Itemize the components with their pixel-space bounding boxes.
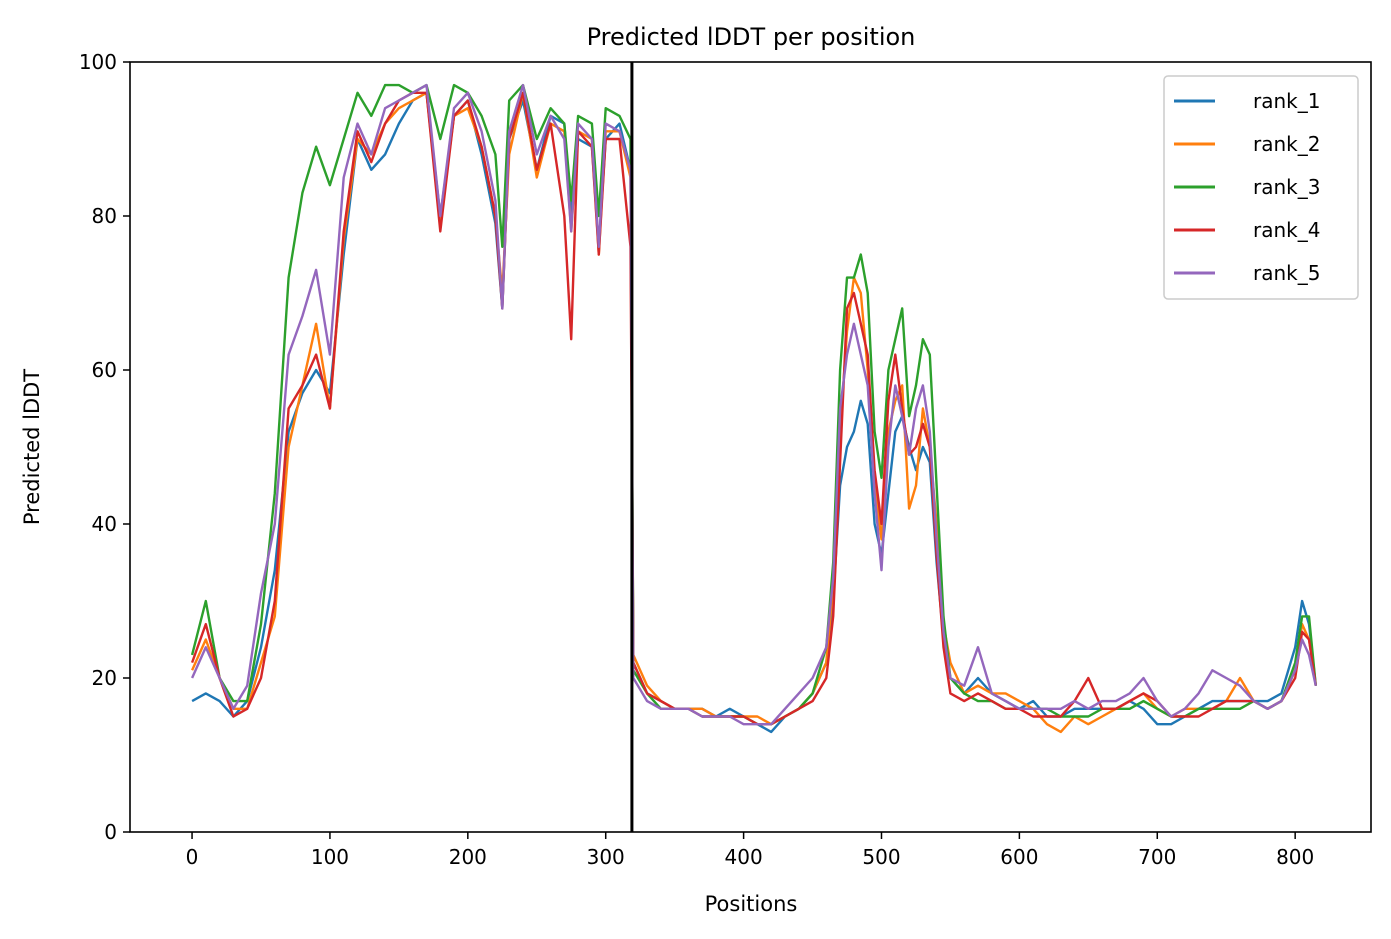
series-layer bbox=[190, 83, 1317, 734]
legend-label-rank_3: rank_3 bbox=[1253, 175, 1320, 199]
x-tick-label: 100 bbox=[311, 845, 349, 869]
y-tick-label: 60 bbox=[92, 358, 117, 382]
legend: rank_1 rank_2 rank_3 rank_4 rank_5 bbox=[1163, 75, 1359, 300]
x-tick-label: 400 bbox=[725, 845, 763, 869]
legend-label-rank_5: rank_5 bbox=[1253, 261, 1320, 285]
x-tick-label: 600 bbox=[1000, 845, 1038, 869]
legend-box bbox=[1163, 75, 1359, 300]
x-tick-label: 500 bbox=[862, 845, 900, 869]
legend-label-rank_4: rank_4 bbox=[1253, 218, 1320, 242]
x-tick-label: 800 bbox=[1276, 845, 1314, 869]
y-tick-label: 20 bbox=[92, 666, 117, 690]
x-tick-label: 200 bbox=[449, 845, 487, 869]
series-line-rank_5 bbox=[191, 83, 1317, 726]
series-line-rank_2 bbox=[191, 91, 1317, 734]
y-tick-label: 100 bbox=[79, 50, 117, 74]
y-tick-label: 80 bbox=[92, 204, 117, 228]
plot-frame bbox=[129, 61, 1372, 833]
legend-label-rank_2: rank_2 bbox=[1253, 132, 1320, 156]
x-tick-label: 300 bbox=[587, 845, 625, 869]
x-tick-label: 700 bbox=[1138, 845, 1176, 869]
series-line-rank_3 bbox=[190, 83, 1317, 726]
y-axis: 0 20 40 60 80 100 bbox=[79, 50, 130, 844]
x-tick-label: 0 bbox=[186, 845, 199, 869]
y-tick-label: 0 bbox=[104, 820, 117, 844]
x-axis-label: Positions bbox=[705, 892, 798, 916]
series-line-rank_4 bbox=[190, 91, 1317, 726]
x-axis: 0 100 200 300 400 500 600 700 800 bbox=[186, 832, 1314, 869]
series-line-rank_1 bbox=[191, 91, 1317, 734]
y-tick-label: 40 bbox=[92, 512, 117, 536]
legend-label-rank_1: rank_1 bbox=[1253, 89, 1320, 113]
chart-title: Predicted lDDT per position bbox=[587, 23, 916, 51]
y-axis-label: Predicted lDDT bbox=[20, 369, 44, 525]
